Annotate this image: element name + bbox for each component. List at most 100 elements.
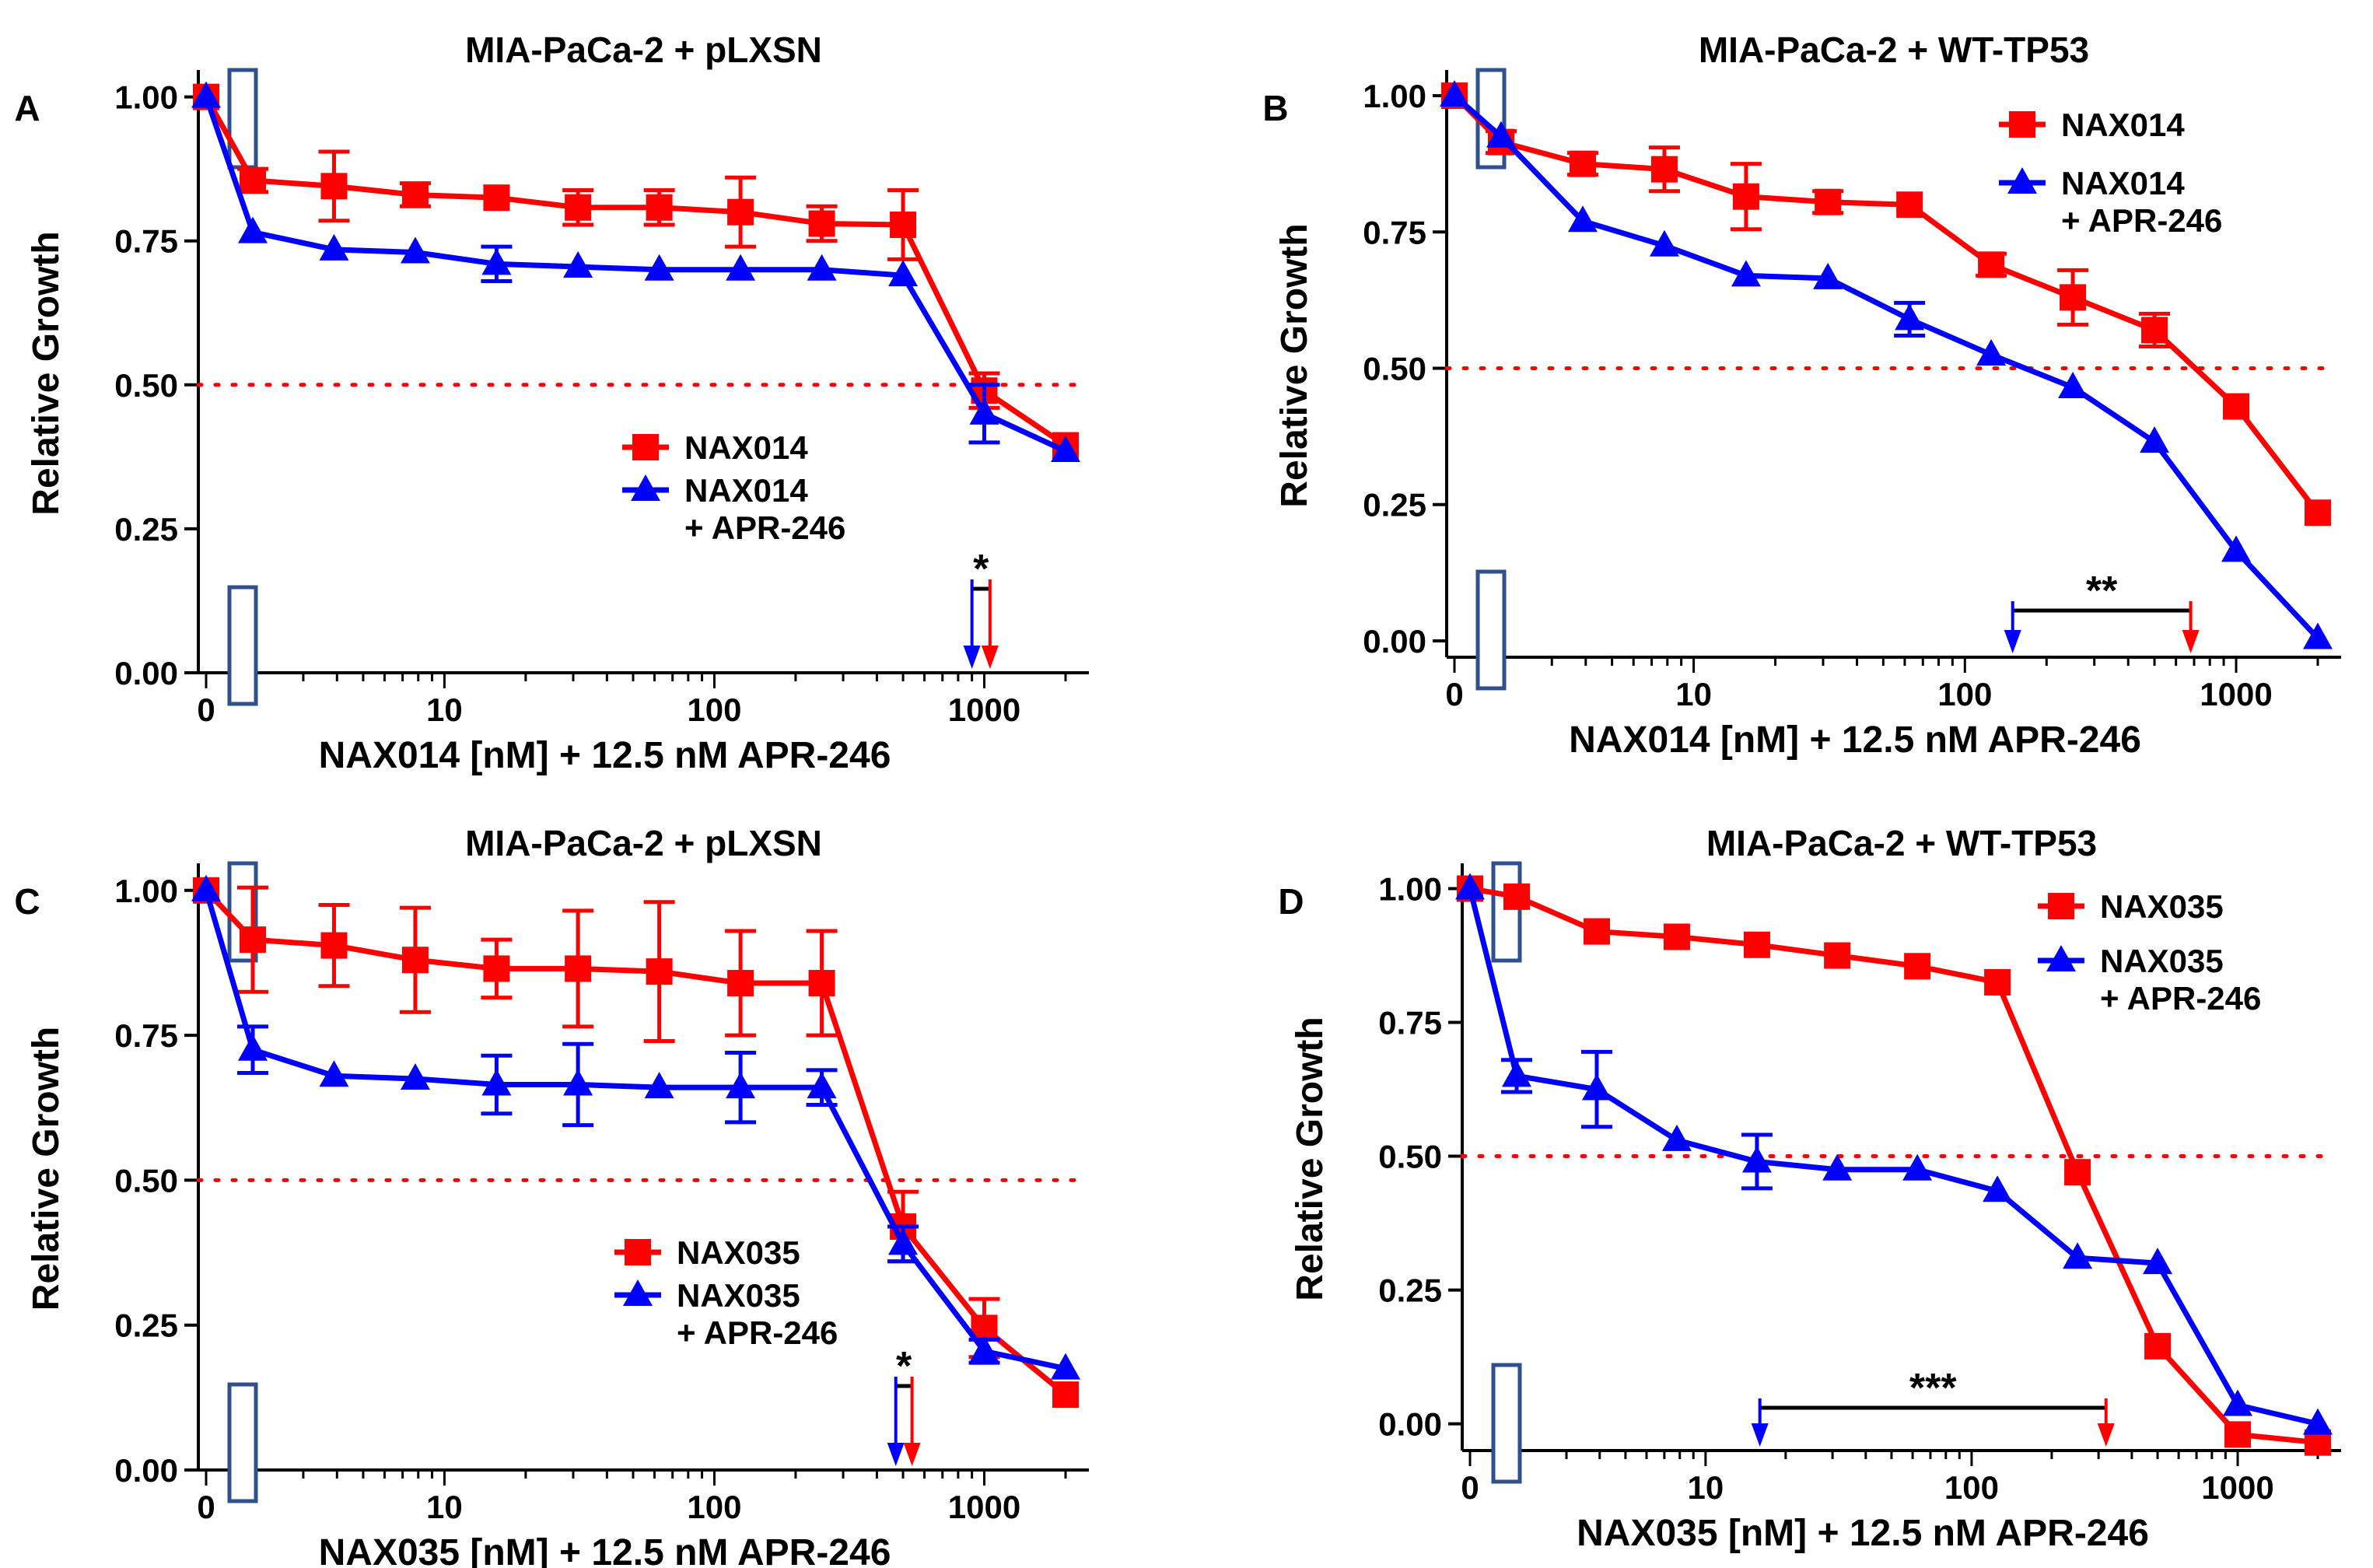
data-point-square bbox=[1743, 931, 1770, 958]
data-point-square bbox=[320, 173, 348, 200]
data-point-square bbox=[727, 198, 754, 226]
data-point-square bbox=[2144, 1332, 2172, 1360]
data-point-triangle bbox=[888, 1228, 919, 1255]
significance-label: * bbox=[896, 1344, 912, 1389]
data-point-square bbox=[240, 926, 266, 954]
y-tick-label: 0.00 bbox=[1363, 623, 1426, 660]
x-axis-label: NAX035 [nM] + 12.5 nM APR-246 bbox=[1577, 1513, 2149, 1554]
data-point-square bbox=[401, 947, 429, 974]
data-point-triangle bbox=[888, 260, 919, 287]
panel-label: A bbox=[14, 88, 40, 128]
data-point-square bbox=[240, 166, 266, 194]
legend-label-line2: + APR-246 bbox=[2061, 202, 2222, 239]
panel-d: 0.00 0.25 0.50 0.75 1.00 0 10 100 1000 MIA-PaCa-2… bbox=[1278, 823, 2341, 1554]
arrow-red-head bbox=[2182, 630, 2200, 653]
legend-marker-triangle bbox=[631, 474, 660, 501]
y-tick-label: 1.00 bbox=[1378, 871, 1442, 908]
y-tick-label: 0.25 bbox=[1363, 487, 1426, 523]
axis-break-box-top bbox=[1491, 861, 1522, 963]
x-axis-label: NAX014 [nM] + 12.5 nM APR-246 bbox=[1569, 719, 2141, 761]
data-point-square bbox=[320, 932, 348, 959]
y-tick-label: 0.75 bbox=[114, 1017, 178, 1054]
legend-marker-triangle bbox=[2007, 167, 2037, 194]
significance-label: *** bbox=[1909, 1366, 1957, 1411]
y-tick-label: 0.00 bbox=[114, 1452, 178, 1489]
legend-label: NAX014 bbox=[684, 429, 808, 466]
data-point-square bbox=[401, 181, 429, 208]
x-tick-label: 10 bbox=[1688, 1469, 1724, 1506]
x-tick-label: 100 bbox=[1944, 1469, 1999, 1506]
data-point-square bbox=[1569, 150, 1596, 177]
arrow-red-head bbox=[2097, 1423, 2115, 1447]
x-tick-label: 10 bbox=[426, 691, 463, 728]
axis-break-box-top bbox=[227, 68, 258, 170]
data-point-triangle bbox=[400, 1062, 430, 1090]
data-point-square bbox=[1904, 953, 1931, 980]
data-point-triangle bbox=[481, 1069, 512, 1096]
data-point-square bbox=[1824, 942, 1851, 969]
series-line-red bbox=[203, 95, 1067, 448]
data-point-triangle bbox=[1649, 229, 1679, 257]
y-tick-label: 0.25 bbox=[114, 511, 178, 548]
y-tick-label: 0.00 bbox=[1378, 1406, 1442, 1443]
data-point-square bbox=[2223, 393, 2250, 420]
data-point-triangle bbox=[1813, 262, 1843, 289]
y-tick-label: 1.00 bbox=[114, 79, 178, 116]
arrow-blue-head bbox=[963, 646, 981, 669]
data-point-triangle bbox=[807, 254, 837, 281]
data-point-triangle bbox=[319, 233, 349, 261]
data-point-square bbox=[808, 210, 835, 237]
x-tick-label: 0 bbox=[1445, 676, 1463, 712]
y-tick-label: 0.75 bbox=[1363, 214, 1426, 250]
data-point-square bbox=[890, 211, 917, 238]
arrow-red-head bbox=[903, 1443, 921, 1466]
data-point-square bbox=[1815, 188, 1842, 215]
data-point-triangle bbox=[644, 254, 674, 281]
series-line-blue bbox=[1467, 887, 2319, 1427]
data-point-triangle bbox=[2143, 1248, 2173, 1275]
data-point-square bbox=[727, 970, 754, 997]
x-tick-label: 100 bbox=[687, 691, 741, 728]
data-point-square bbox=[1583, 918, 1610, 945]
data-point-triangle bbox=[2223, 1389, 2253, 1416]
y-tick-label: 0.25 bbox=[1378, 1272, 1442, 1309]
data-point-triangle bbox=[1455, 873, 1485, 900]
data-point-triangle bbox=[563, 1069, 593, 1096]
data-point-triangle bbox=[1902, 1153, 1933, 1181]
chart-title: MIA-PaCa-2 + WT-TP53 bbox=[1699, 30, 2089, 70]
data-point-triangle bbox=[644, 1072, 674, 1099]
legend-label: NAX035 bbox=[2100, 943, 2224, 979]
y-tick-label: 0.00 bbox=[114, 655, 178, 691]
x-tick-label: 1000 bbox=[948, 1489, 1020, 1525]
data-point-square bbox=[1663, 923, 1690, 950]
series-line-red bbox=[1452, 93, 2320, 515]
data-point-square bbox=[1978, 251, 2005, 278]
data-point-square bbox=[1052, 1381, 1079, 1409]
legend-label: NAX014 bbox=[2061, 165, 2185, 201]
x-tick-label: 0 bbox=[197, 1489, 215, 1525]
y-axis-label: Relative Growth bbox=[26, 231, 67, 515]
data-point-triangle bbox=[807, 1072, 837, 1099]
legend-marker-square bbox=[625, 1239, 651, 1265]
y-tick-label: 1.00 bbox=[1363, 78, 1426, 114]
panel-label: B bbox=[1262, 88, 1288, 128]
y-axis-label: Relative Growth bbox=[1290, 1017, 1331, 1300]
chart-title: MIA-PaCa-2 + WT-TP53 bbox=[1706, 823, 2097, 863]
data-point-triangle bbox=[1983, 1175, 2013, 1202]
data-point-square bbox=[565, 955, 592, 982]
data-point-triangle bbox=[1895, 303, 1925, 331]
legend-label-line2: + APR-246 bbox=[677, 1314, 838, 1351]
data-point-triangle bbox=[726, 254, 756, 281]
data-point-square bbox=[1896, 191, 1923, 219]
data-point-triangle bbox=[400, 236, 430, 264]
data-point-triangle bbox=[238, 1034, 268, 1061]
arrow-red-head bbox=[981, 646, 999, 669]
data-point-triangle bbox=[2140, 426, 2170, 453]
data-point-triangle bbox=[2303, 622, 2333, 649]
data-point-square bbox=[808, 970, 835, 997]
data-point-triangle bbox=[191, 874, 221, 901]
data-point-triangle bbox=[191, 81, 221, 108]
axis-break-box-bottom bbox=[1491, 1363, 1522, 1484]
x-axis-label: NAX035 [nM] + 12.5 nM APR-246 bbox=[319, 1532, 891, 1568]
